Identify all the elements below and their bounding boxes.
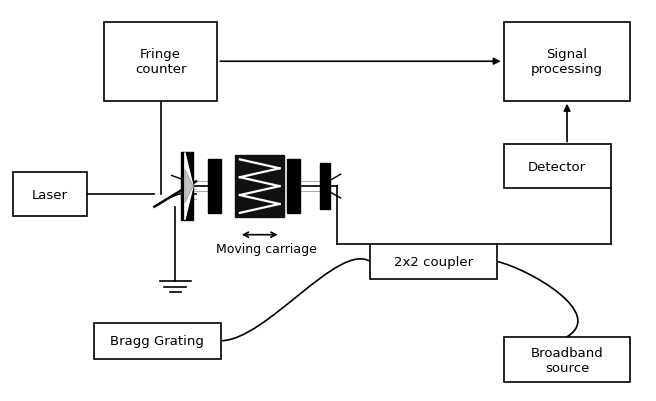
Bar: [504, 22, 630, 101]
Bar: [504, 337, 630, 383]
Text: Broadband
source: Broadband source: [531, 346, 604, 374]
Bar: [504, 145, 611, 188]
Bar: [208, 160, 221, 213]
Text: Fringe
counter: Fringe counter: [134, 48, 186, 76]
Text: Detector: Detector: [528, 160, 586, 173]
Bar: [181, 153, 193, 220]
Bar: [12, 173, 87, 216]
Bar: [370, 244, 497, 279]
Text: 2x2 coupler: 2x2 coupler: [394, 255, 473, 268]
Polygon shape: [185, 153, 193, 220]
Bar: [287, 160, 300, 213]
Bar: [104, 22, 217, 101]
Bar: [94, 323, 220, 358]
Text: Signal
processing: Signal processing: [531, 48, 603, 76]
Bar: [236, 156, 284, 217]
Polygon shape: [185, 170, 193, 203]
Text: Laser: Laser: [32, 188, 68, 201]
Text: Bragg Grating: Bragg Grating: [110, 334, 204, 347]
Text: Moving carriage: Moving carriage: [216, 242, 317, 255]
Bar: [320, 164, 330, 209]
